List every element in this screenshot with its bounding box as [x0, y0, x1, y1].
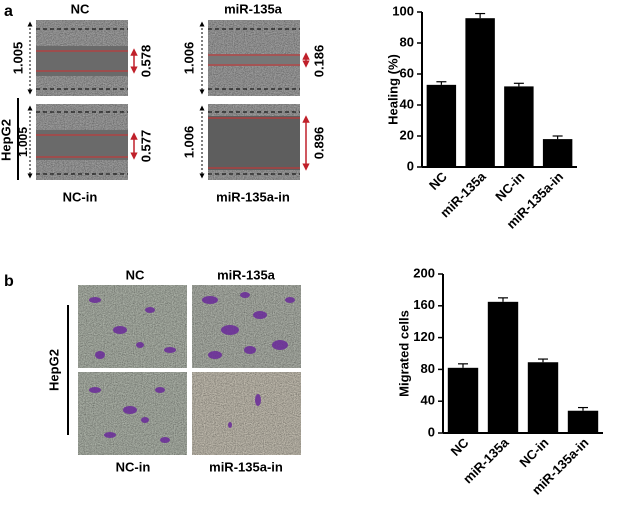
column-label: NC — [71, 1, 90, 16]
wound-images — [36, 20, 300, 180]
y-tick-label: 200 — [413, 265, 435, 280]
y-tick-label: 100 — [392, 3, 414, 18]
width-label: 0.577 — [138, 130, 153, 163]
y-axis-label: Migrated cells — [396, 310, 411, 397]
y-tick-label: 0 — [428, 424, 435, 439]
column-label: miR-135a — [224, 1, 283, 16]
width-label: 1.006 — [181, 42, 196, 75]
cell-line: HepG2 — [0, 119, 13, 161]
y-tick-label: 20 — [400, 127, 414, 142]
column-label: miR-135a-in — [209, 459, 283, 474]
bar — [542, 139, 573, 167]
transwell-images — [78, 285, 301, 455]
width-label: 1.005 — [16, 127, 30, 157]
bar — [567, 410, 599, 433]
y-tick-label: 40 — [421, 393, 435, 408]
width-arrows — [17, 21, 310, 180]
y-axis-label: Healing (%) — [385, 54, 400, 125]
bar — [504, 86, 534, 167]
column-label: miR-135a-in — [216, 189, 290, 204]
width-label: 0.186 — [311, 45, 326, 78]
column-label: NC — [126, 267, 145, 282]
y-tick-label: 60 — [400, 65, 414, 80]
column-label: NC-in — [63, 189, 98, 204]
y-tick-label: 120 — [413, 329, 435, 344]
column-label: miR-135a — [217, 267, 276, 282]
width-label: 1.006 — [181, 126, 196, 159]
y-tick-label: 80 — [400, 34, 414, 49]
y-tick-label: 40 — [400, 96, 414, 111]
x-tick-label: NC-in — [516, 435, 551, 470]
x-tick-label: NC — [448, 435, 472, 459]
bar — [465, 18, 495, 168]
y-tick-label: 80 — [421, 361, 435, 376]
panel-letter: a — [4, 3, 13, 20]
y-tick-label: 0 — [407, 158, 414, 173]
cell-line: HepG2 — [46, 349, 61, 391]
width-label: 0.896 — [311, 127, 326, 160]
panel-letter: b — [4, 273, 14, 290]
bar — [487, 301, 519, 433]
bar — [447, 367, 479, 433]
width-label: 0.578 — [138, 45, 153, 78]
y-tick-label: 160 — [413, 297, 435, 312]
width-label: 1.005 — [10, 42, 25, 75]
x-tick-label: NC — [426, 169, 450, 193]
bar — [527, 362, 559, 433]
column-label: NC-in — [116, 459, 151, 474]
x-tick-label: NC-in — [492, 169, 527, 204]
bar — [426, 84, 457, 167]
